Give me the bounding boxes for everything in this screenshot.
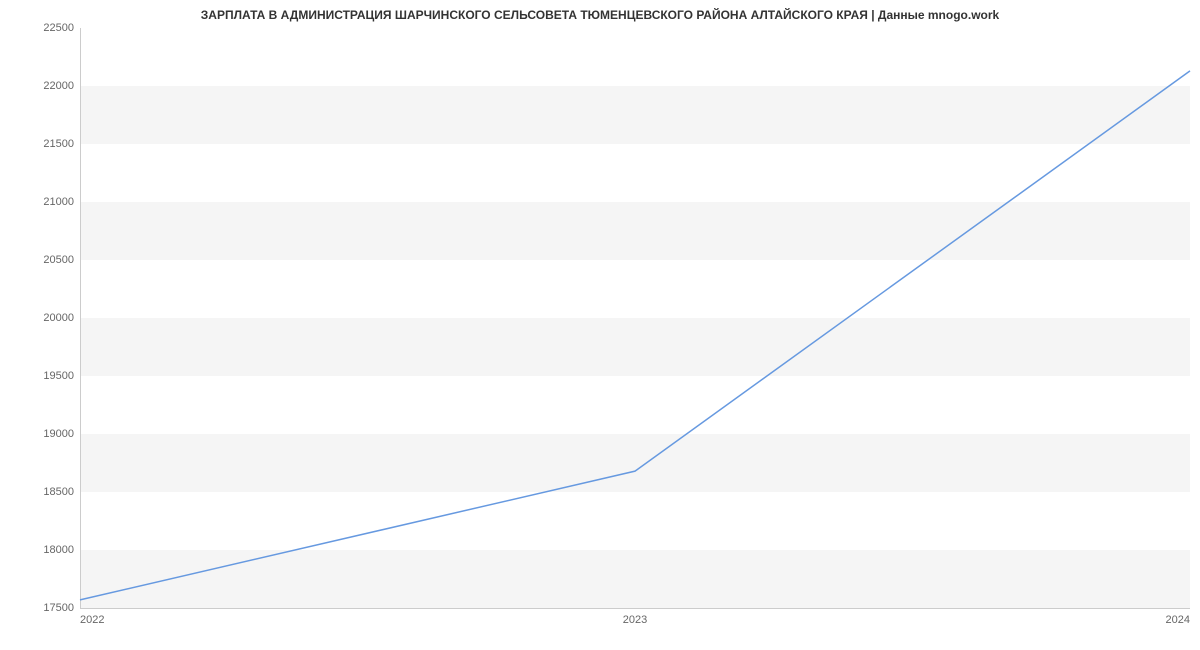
y-tick-label: 20000 [43, 312, 80, 324]
y-tick-label: 18500 [43, 486, 80, 498]
x-axis-line [80, 608, 1190, 609]
y-tick-label: 18000 [43, 544, 80, 556]
y-tick-label: 21000 [43, 196, 80, 208]
x-tick-label: 2022 [80, 608, 104, 626]
x-tick-label: 2024 [1166, 608, 1190, 626]
y-tick-label: 17500 [43, 602, 80, 614]
x-tick-label: 2023 [623, 608, 647, 626]
y-tick-label: 21500 [43, 138, 80, 150]
plot-area: 1750018000185001900019500200002050021000… [80, 28, 1190, 608]
y-tick-label: 22500 [43, 22, 80, 34]
y-tick-label: 19000 [43, 428, 80, 440]
series-line [80, 71, 1190, 600]
line-layer [80, 28, 1190, 608]
y-tick-label: 22000 [43, 80, 80, 92]
y-tick-label: 20500 [43, 254, 80, 266]
chart-title: ЗАРПЛАТА В АДМИНИСТРАЦИЯ ШАРЧИНСКОГО СЕЛ… [0, 8, 1200, 22]
y-tick-label: 19500 [43, 370, 80, 382]
